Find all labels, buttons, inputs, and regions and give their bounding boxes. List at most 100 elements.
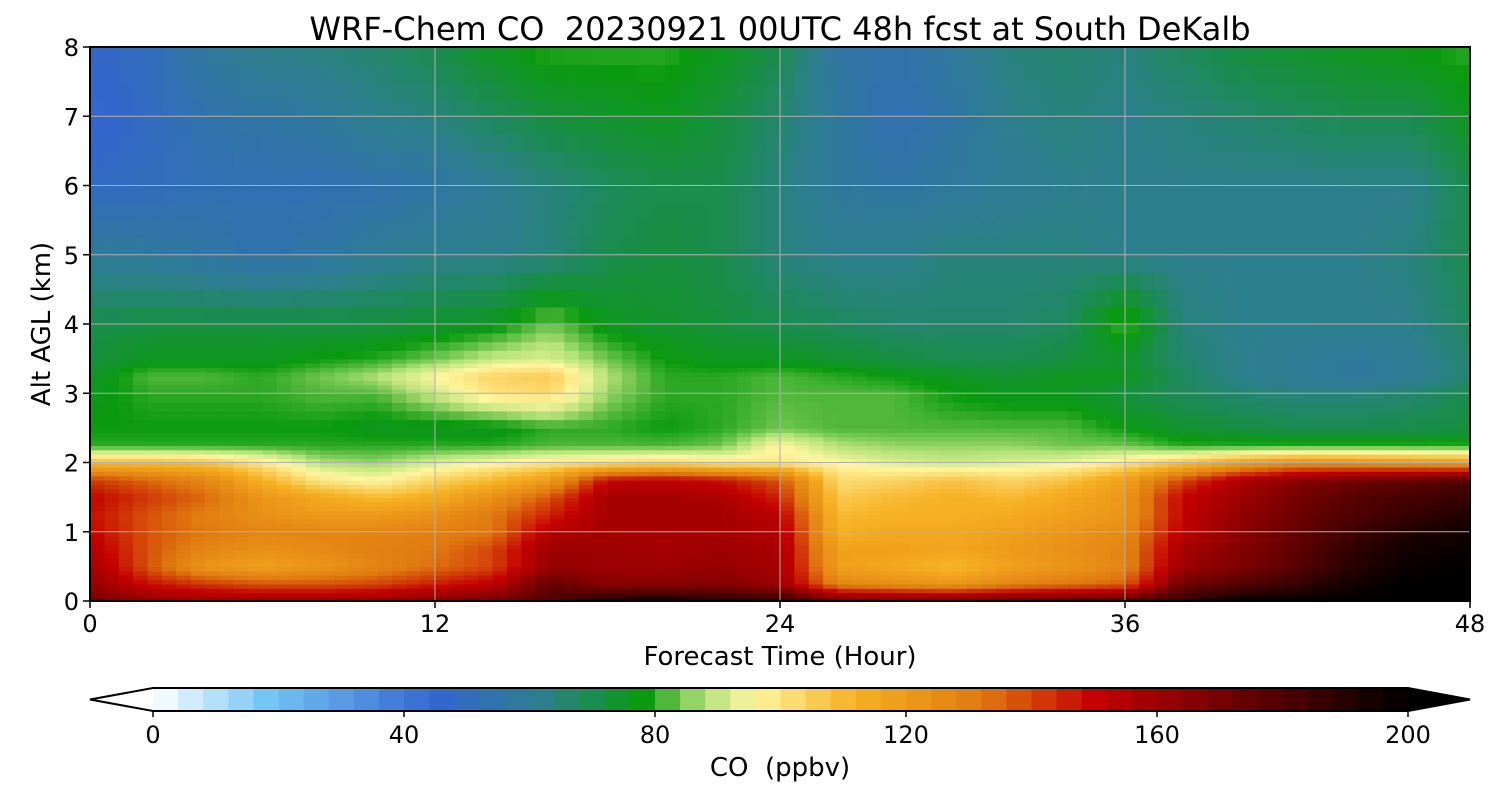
heatmap-cell (1254, 432, 1270, 438)
heatmap-cell (104, 596, 120, 601)
heatmap-cell (708, 510, 724, 516)
heatmap-cell (708, 518, 724, 524)
heatmap-cell (521, 445, 537, 451)
heatmap-cell (736, 527, 753, 533)
heatmap-cell (636, 479, 652, 485)
heatmap-cell (1053, 497, 1069, 503)
heatmap-cell (708, 570, 724, 576)
heatmap-cell (636, 436, 652, 442)
heatmap-cell (1398, 531, 1414, 537)
heatmap-cell (1225, 588, 1241, 594)
heatmap-cell (823, 579, 839, 585)
heatmap-cell (219, 432, 235, 438)
heatmap-cell (966, 393, 983, 403)
heatmap-cell (1053, 510, 1069, 516)
heatmap-cell (118, 544, 134, 550)
heatmap-cell (1254, 419, 1270, 429)
heatmap-cell (895, 462, 911, 468)
heatmap-cell (1383, 549, 1399, 555)
heatmap-cell (176, 466, 192, 472)
heatmap-cell (420, 497, 436, 503)
heatmap-cell (305, 384, 321, 390)
heatmap-cell (363, 592, 379, 598)
heatmap-cell (621, 523, 638, 529)
heatmap-cell (1426, 419, 1443, 429)
heatmap-cell (880, 588, 896, 594)
heatmap-cell (607, 410, 623, 421)
heatmap-cell (578, 536, 594, 542)
heatmap-cell (1426, 492, 1443, 498)
heatmap-cell (1139, 436, 1155, 442)
heatmap-cell (1412, 367, 1428, 373)
heatmap-cell (1182, 445, 1198, 451)
heatmap-cell (219, 527, 235, 533)
heatmap-cell (449, 505, 465, 511)
heatmap-cell (1355, 514, 1371, 520)
heatmap-cell (276, 492, 293, 498)
heatmap-cell (607, 583, 623, 589)
heatmap-cell (1153, 471, 1169, 477)
heatmap-cell (521, 440, 537, 446)
heatmap-cell (104, 592, 120, 598)
heatmap-cell (995, 419, 1011, 429)
heatmap-cell (147, 514, 163, 520)
heatmap-cell (1412, 557, 1428, 563)
heatmap-cell (1383, 471, 1399, 477)
heatmap-cell (1125, 484, 1141, 490)
heatmap-cell (233, 544, 249, 550)
heatmap-cell (1196, 514, 1213, 520)
heatmap-cell (1326, 562, 1342, 568)
heatmap-cell (276, 371, 293, 377)
heatmap-cell (449, 466, 465, 472)
heatmap-cell (1326, 505, 1342, 511)
heatmap-cell (851, 497, 868, 503)
heatmap-cell (895, 575, 911, 581)
heatmap-cell (1326, 375, 1342, 381)
heatmap-cell (276, 449, 293, 455)
heatmap-cell (751, 544, 767, 550)
heatmap-cell (736, 427, 753, 433)
heatmap-cell (219, 462, 235, 468)
heatmap-cell (823, 592, 839, 598)
heatmap-cell (1053, 445, 1069, 451)
heatmap-cell (938, 484, 954, 490)
heatmap-cell (1211, 432, 1227, 438)
heatmap-cell (262, 518, 278, 524)
heatmap-cell (938, 518, 954, 524)
heatmap-cell (736, 367, 753, 373)
heatmap-cell (751, 510, 767, 516)
heatmap-cell (1225, 475, 1241, 481)
heatmap-cell (578, 371, 594, 377)
heatmap-cell (1211, 523, 1227, 529)
heatmap-cell (1125, 553, 1141, 559)
heatmap-cell (205, 544, 221, 550)
heatmap-cell (521, 540, 537, 546)
heatmap-cell (90, 410, 106, 421)
heatmap-cell (1441, 575, 1457, 581)
heatmap-cell (693, 375, 709, 381)
heatmap-cell (492, 562, 508, 568)
heatmap-cell (938, 462, 954, 468)
heatmap-cell (837, 380, 853, 386)
heatmap-cell (248, 549, 264, 555)
heatmap-cell (923, 523, 939, 529)
heatmap-cell (1383, 445, 1399, 451)
heatmap-cell (478, 401, 494, 412)
heatmap-cell (1110, 410, 1126, 421)
heatmap-cell (1340, 518, 1356, 524)
heatmap-cell (1254, 388, 1270, 394)
heatmap-cell (995, 570, 1011, 576)
heatmap-cell (1398, 492, 1414, 498)
heatmap-cell (535, 384, 551, 390)
heatmap-cell (1125, 527, 1141, 533)
heatmap-cell (104, 501, 120, 507)
heatmap-cell (1081, 510, 1098, 516)
heatmap-cell (866, 583, 882, 589)
heatmap-cell (1038, 527, 1054, 533)
heatmap-cell (621, 566, 638, 572)
heatmap-cell (1053, 458, 1069, 464)
heatmap-cell (161, 579, 178, 585)
heatmap-cell (1024, 501, 1040, 507)
heatmap-cell (578, 505, 594, 511)
heatmap-cell (1110, 523, 1126, 529)
